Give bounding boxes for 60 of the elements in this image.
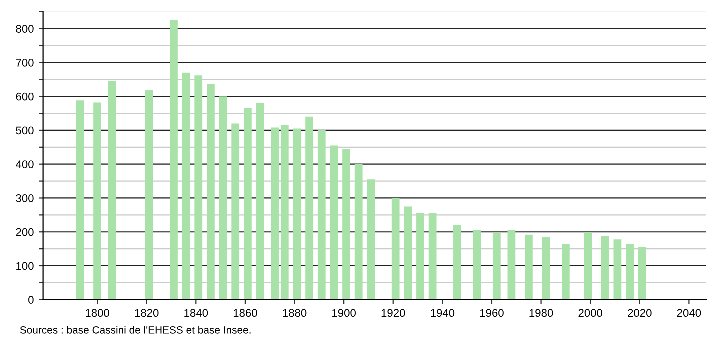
bar — [293, 128, 302, 300]
bar — [194, 76, 203, 300]
bar — [244, 108, 252, 300]
x-tick-label: 1980 — [530, 309, 554, 318]
x-tick-label: 1840 — [184, 309, 208, 318]
bar — [525, 234, 533, 300]
bar — [367, 180, 376, 300]
bar — [404, 206, 412, 300]
bar — [330, 146, 338, 300]
bar — [508, 230, 516, 300]
bar — [614, 240, 622, 300]
x-tick-label: 2000 — [578, 309, 603, 318]
y-tick-label: 800 — [16, 25, 34, 33]
x-tick-label: 1820 — [135, 309, 159, 318]
bar — [601, 236, 610, 300]
bar — [256, 103, 264, 300]
bar — [182, 72, 190, 300]
bar — [145, 90, 154, 300]
x-tick-label: 1900 — [332, 309, 356, 318]
y-tick-label: 500 — [16, 126, 34, 135]
y-tick-label: 700 — [16, 58, 34, 67]
bar — [584, 232, 592, 300]
y-tick-label: 100 — [16, 262, 34, 270]
bar — [354, 164, 363, 300]
bar — [562, 244, 570, 300]
x-tick-label: 1960 — [480, 309, 504, 318]
bar — [542, 237, 550, 300]
bar — [76, 100, 84, 300]
y-tick-label: 600 — [16, 92, 34, 101]
bar — [342, 149, 350, 300]
bar — [428, 213, 437, 300]
bar — [492, 232, 501, 300]
bar — [232, 124, 240, 300]
bar — [318, 130, 326, 300]
x-tick-label: 2040 — [677, 309, 702, 318]
bar — [454, 225, 462, 300]
bar — [473, 230, 482, 300]
bar — [626, 244, 634, 300]
bar — [638, 247, 646, 300]
bar — [207, 84, 215, 300]
x-tick-label: 1800 — [86, 309, 110, 318]
x-tick-label: 2020 — [628, 309, 652, 318]
y-tick-label: 300 — [16, 194, 34, 202]
bar — [280, 125, 289, 300]
bar — [306, 116, 314, 300]
y-tick-label: 200 — [16, 228, 34, 236]
bar — [416, 213, 424, 300]
source-note: Sources : base Cassini de l'EHESS et base Insee. — [20, 326, 251, 334]
x-tick-label: 1880 — [283, 309, 307, 318]
bar — [94, 102, 102, 300]
bar — [271, 128, 279, 300]
bar — [170, 20, 178, 300]
y-tick-label: 0 — [28, 296, 34, 304]
x-tick-label: 1940 — [431, 309, 455, 318]
bar — [392, 198, 400, 300]
x-tick-label: 1860 — [234, 309, 258, 318]
bar — [108, 81, 116, 300]
y-tick-label: 400 — [16, 160, 34, 168]
bar — [219, 96, 228, 300]
x-tick-label: 1920 — [382, 309, 406, 318]
